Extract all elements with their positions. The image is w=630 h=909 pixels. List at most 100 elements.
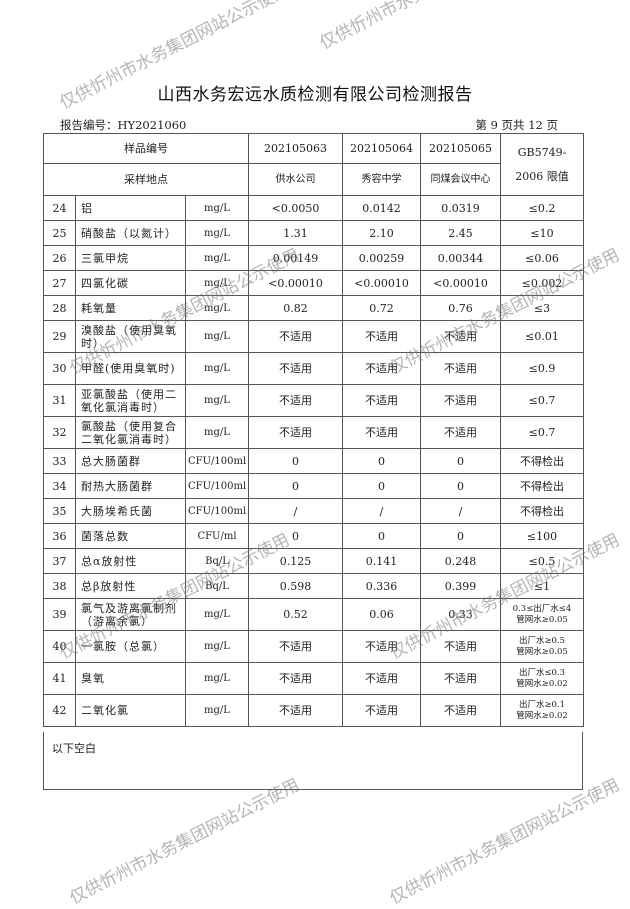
- result-value: 不适用: [248, 416, 344, 449]
- report-number: 报告编号：HY2021060: [60, 118, 187, 132]
- item-number: 38: [43, 573, 76, 599]
- item-number: 41: [43, 662, 76, 695]
- watermark-text: 仅供忻州市水务集团网站公示使用: [386, 775, 623, 909]
- result-value: 0.33: [420, 598, 502, 631]
- result-value: 0.0142: [342, 195, 422, 221]
- result-value: 0.06: [342, 598, 422, 631]
- limit-value: 出厂水≥0.1 管网水≥0.02: [500, 694, 585, 727]
- result-value: 2.45: [420, 220, 502, 246]
- item-unit: Bq/L: [184, 573, 250, 599]
- result-value: 不适用: [342, 694, 422, 727]
- item-unit: CFU/100ml: [184, 498, 250, 524]
- item-name: 大肠埃希氏菌: [75, 498, 186, 524]
- sample-location: 同煤会议中心: [420, 163, 502, 196]
- limit-value: ≤0.9: [500, 352, 585, 385]
- result-value: 0: [420, 523, 502, 549]
- item-number: 30: [43, 352, 76, 385]
- limit-value: ≤0.002: [500, 270, 585, 296]
- limit-value: ≤0.2: [500, 195, 585, 221]
- item-number: 34: [43, 473, 76, 499]
- result-value: 0: [248, 523, 344, 549]
- item-number: 40: [43, 630, 76, 663]
- sample-id-row: 样品编号 202105063 202105064 202105065 GB574…: [42, 133, 585, 196]
- limit-value: 不得检出: [500, 498, 585, 524]
- result-value: 不适用: [342, 630, 422, 663]
- item-number: 29: [43, 320, 76, 353]
- result-value: 0.125: [248, 548, 344, 574]
- result-value: 不适用: [342, 662, 422, 695]
- result-value: 0.598: [248, 573, 344, 599]
- result-value: 不适用: [420, 694, 502, 727]
- item-name: 耐热大肠菌群: [75, 473, 186, 499]
- result-value: 0.336: [342, 573, 422, 599]
- results-table: 样品编号 202105063 202105064 202105065 GB574…: [42, 133, 585, 727]
- item-number: 42: [43, 694, 76, 727]
- table-row: 26 三氯甲烷 mg/L 0.00149 0.00259 0.00344 ≤0.06: [43, 245, 585, 271]
- item-unit: mg/L: [184, 245, 250, 271]
- table-row: 41 臭氧 mg/L 不适用 不适用 不适用 出厂水≤0.3 管网水≥0.02: [43, 662, 585, 695]
- item-unit: mg/L: [184, 694, 250, 727]
- table-row: 38 总β放射性 Bq/L 0.598 0.336 0.399 ≤1: [43, 573, 585, 599]
- sample-id: 202105064: [342, 133, 422, 164]
- result-value: /: [248, 498, 344, 524]
- result-value: 0.248: [420, 548, 502, 574]
- table-row: 33 总大肠菌群 CFU/100ml 0 0 0 不得检出: [43, 448, 585, 474]
- item-number: 25: [43, 220, 76, 246]
- result-value: 0.00344: [420, 245, 502, 271]
- result-value: 不适用: [248, 384, 344, 417]
- footer-box: 以下空白: [43, 732, 583, 790]
- blank-note: 以下空白: [52, 742, 96, 755]
- table-row: 34 耐热大肠菌群 CFU/100ml 0 0 0 不得检出: [43, 473, 585, 499]
- item-name: 亚氯酸盐（使用二氧化氯消毒时）: [75, 384, 186, 417]
- result-value: <0.00010: [420, 270, 502, 296]
- item-name: 菌落总数: [75, 523, 186, 549]
- result-value: 不适用: [342, 416, 422, 449]
- limit-value: ≤1: [500, 573, 585, 599]
- item-name: 三氯甲烷: [75, 245, 186, 271]
- item-number: 26: [43, 245, 76, 271]
- item-number: 27: [43, 270, 76, 296]
- limit-value: 0.3≤出厂水≤4 管网水≥0.05: [500, 598, 585, 631]
- item-name: 臭氧: [75, 662, 186, 695]
- item-unit: CFU/ml: [184, 523, 250, 549]
- limit-value: 不得检出: [500, 473, 585, 499]
- table-row: 39 氯气及游离氯制剂（游离余氯） mg/L 0.52 0.06 0.33 0.3≤出厂水≤…: [43, 598, 585, 631]
- table-row: 27 四氯化碳 mg/L <0.00010 <0.00010 <0.00010 ≤0.002: [43, 270, 585, 296]
- table-row: 42 二氧化氯 mg/L 不适用 不适用 不适用 出厂水≥0.1 管网水≥0.02: [43, 694, 585, 727]
- result-value: 不适用: [248, 694, 344, 727]
- result-value: 不适用: [342, 352, 422, 385]
- item-unit: Bq/L: [184, 548, 250, 574]
- item-unit: mg/L: [184, 598, 250, 631]
- limit-value: ≤3: [500, 295, 585, 321]
- item-unit: mg/L: [184, 630, 250, 663]
- result-value: 不适用: [248, 630, 344, 663]
- result-value: 不适用: [420, 320, 502, 353]
- result-value: 0.00149: [248, 245, 344, 271]
- item-name: 铝: [75, 195, 186, 221]
- result-value: 0: [342, 473, 422, 499]
- result-value: /: [420, 498, 502, 524]
- table-row: 28 耗氧量 mg/L 0.82 0.72 0.76 ≤3: [43, 295, 585, 321]
- result-value: 不适用: [248, 352, 344, 385]
- result-value: 0.399: [420, 573, 502, 599]
- item-unit: CFU/100ml: [184, 448, 250, 474]
- item-name: 总大肠菌群: [75, 448, 186, 474]
- result-value: 0: [248, 448, 344, 474]
- limit-value: 出厂水≥0.5 管网水≥0.05: [500, 630, 585, 663]
- item-unit: mg/L: [184, 295, 250, 321]
- item-number: 33: [43, 448, 76, 474]
- result-value: /: [342, 498, 422, 524]
- item-name: 一氯胺（总氯）: [75, 630, 186, 663]
- item-number: 31: [43, 384, 76, 417]
- result-value: 1.31: [248, 220, 344, 246]
- watermark-text: 仅供忻州市水务集团网站公示使用: [314, 0, 553, 54]
- item-name: 氯气及游离氯制剂（游离余氯）: [75, 598, 186, 631]
- item-unit: mg/L: [184, 416, 250, 449]
- item-name: 四氯化碳: [75, 270, 186, 296]
- limit-value: 出厂水≤0.3 管网水≥0.02: [500, 662, 585, 695]
- limit-value: ≤10: [500, 220, 585, 246]
- result-value: 不适用: [342, 320, 422, 353]
- sample-id: 202105065: [420, 133, 502, 164]
- limit-value: ≤0.7: [500, 384, 585, 417]
- sample-location: 供水公司: [248, 163, 344, 196]
